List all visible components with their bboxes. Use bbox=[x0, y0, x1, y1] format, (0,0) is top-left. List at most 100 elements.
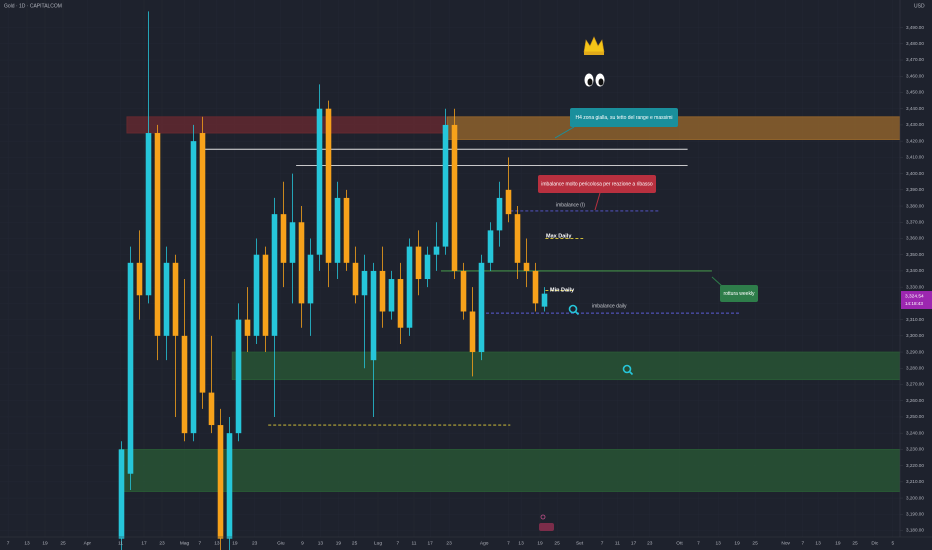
candle-body bbox=[442, 124, 449, 247]
pupil bbox=[587, 78, 593, 86]
candle-body bbox=[172, 262, 179, 336]
y-tick-label: 3,390.00 bbox=[906, 187, 924, 192]
candle-body bbox=[298, 222, 305, 304]
pupil bbox=[598, 78, 604, 86]
x-tick-label: 7 bbox=[601, 540, 604, 546]
zone bbox=[126, 116, 448, 134]
candle-body bbox=[397, 279, 404, 328]
x-tick-label: 13 bbox=[815, 540, 821, 546]
y-tick-label: 3,290.00 bbox=[906, 349, 924, 354]
candle-body bbox=[280, 214, 287, 263]
x-tick-label: 19 bbox=[835, 540, 841, 546]
candle-body bbox=[163, 262, 170, 336]
magnifier bbox=[568, 304, 578, 314]
last-price-tag bbox=[901, 291, 932, 310]
annotation-text: Min Daily bbox=[550, 287, 575, 293]
x-tick-label: 25 bbox=[852, 540, 858, 546]
candle-body bbox=[253, 254, 260, 336]
x-tick-label: 9 bbox=[301, 540, 304, 546]
candle-body bbox=[244, 319, 251, 336]
y-tick-label: 3,260.00 bbox=[906, 398, 924, 403]
annotation-text: Max Daily bbox=[546, 233, 572, 239]
candle-body bbox=[406, 246, 413, 328]
zones bbox=[119, 116, 901, 492]
candle-body bbox=[208, 392, 215, 426]
zone bbox=[119, 448, 901, 492]
zone bbox=[231, 351, 901, 381]
x-tick-label: Set bbox=[576, 540, 584, 546]
candle-body bbox=[343, 197, 350, 263]
candle-body bbox=[118, 449, 125, 539]
price-axis-bg bbox=[900, 0, 932, 550]
x-tick-label: 25 bbox=[352, 540, 358, 546]
y-tick-label: 3,300.00 bbox=[906, 333, 924, 338]
y-tick-label: 3,380.00 bbox=[906, 203, 924, 208]
candle-body bbox=[541, 293, 548, 307]
y-tick-label: 3,230.00 bbox=[906, 447, 924, 452]
callout-box bbox=[538, 175, 656, 193]
candle-body bbox=[415, 246, 422, 280]
eyes-icon bbox=[584, 73, 605, 87]
x-tick-label: 19 bbox=[232, 540, 238, 546]
candle-body bbox=[271, 214, 278, 336]
candles bbox=[118, 11, 548, 550]
y-tick-label: 3,430.00 bbox=[906, 122, 924, 127]
countdown: 14:18:43 bbox=[905, 301, 923, 306]
magnifier-handle bbox=[574, 310, 580, 316]
y-tick-label: 3,180.00 bbox=[906, 528, 924, 533]
x-tick-label: 17 bbox=[141, 540, 147, 546]
x-tick-label: 19 bbox=[537, 540, 543, 546]
candle-body bbox=[388, 279, 395, 312]
y-tick-label: 3,370.00 bbox=[906, 219, 924, 224]
x-tick-label: 13 bbox=[518, 540, 524, 546]
event-icon bbox=[539, 514, 554, 531]
event-badge bbox=[539, 523, 554, 531]
y-tick-label: 3,270.00 bbox=[906, 382, 924, 387]
candle-body bbox=[136, 262, 143, 296]
y-tick-label: 3,310.00 bbox=[906, 317, 924, 322]
x-tick-label: 7 bbox=[507, 540, 510, 546]
y-tick-label: 3,360.00 bbox=[906, 236, 924, 241]
x-tick-label: 23 bbox=[446, 540, 452, 546]
y-tick-label: 3,400.00 bbox=[906, 171, 924, 176]
x-tick-label: 17 bbox=[428, 540, 434, 546]
x-tick-label: Ott bbox=[676, 540, 683, 546]
y-tick-label: 3,420.00 bbox=[906, 138, 924, 143]
x-tick-label: 23 bbox=[159, 540, 165, 546]
x-tick-label: Ago bbox=[480, 540, 489, 546]
candle-body bbox=[199, 133, 206, 393]
x-tick-label: 13 bbox=[716, 540, 722, 546]
candle-body bbox=[325, 108, 332, 263]
crown-icon bbox=[583, 36, 605, 55]
last-price-label: 3,324.54 bbox=[905, 293, 924, 299]
x-tick-label: 25 bbox=[554, 540, 560, 546]
y-tick-label: 3,490.00 bbox=[906, 25, 924, 30]
y-tick-label: 3,470.00 bbox=[906, 57, 924, 62]
candle-body bbox=[433, 246, 440, 255]
candle-body bbox=[127, 262, 134, 474]
annotations: H4 zona gialla, su tetto del range e mas… bbox=[538, 108, 758, 309]
x-tick-label: 19 bbox=[734, 540, 740, 546]
x-tick-label: 17 bbox=[631, 540, 637, 546]
magnifier-handle bbox=[628, 370, 634, 376]
y-tick-label: 3,450.00 bbox=[906, 90, 924, 95]
annotation-text: imbalance daily bbox=[592, 303, 627, 309]
candle-body bbox=[145, 133, 152, 296]
candle-body bbox=[487, 230, 494, 263]
x-tick-label: 25 bbox=[60, 540, 66, 546]
x-tick-label: Lug bbox=[374, 540, 382, 546]
x-tick-label: 19 bbox=[336, 540, 342, 546]
x-tick-label: 7 bbox=[7, 540, 10, 546]
y-tick-label: 3,480.00 bbox=[906, 41, 924, 46]
candle-body bbox=[190, 141, 197, 434]
candle-body bbox=[262, 254, 269, 336]
event-dot bbox=[540, 514, 546, 520]
callout-pointer bbox=[554, 126, 575, 139]
candle-body bbox=[307, 254, 314, 304]
x-tick-label: 23 bbox=[252, 540, 258, 546]
x-tick-label: 5 bbox=[891, 540, 894, 546]
candle-body bbox=[451, 124, 458, 271]
candle-body bbox=[235, 319, 242, 434]
x-tick-label: 23 bbox=[647, 540, 653, 546]
y-tick-label: 3,460.00 bbox=[906, 73, 924, 78]
